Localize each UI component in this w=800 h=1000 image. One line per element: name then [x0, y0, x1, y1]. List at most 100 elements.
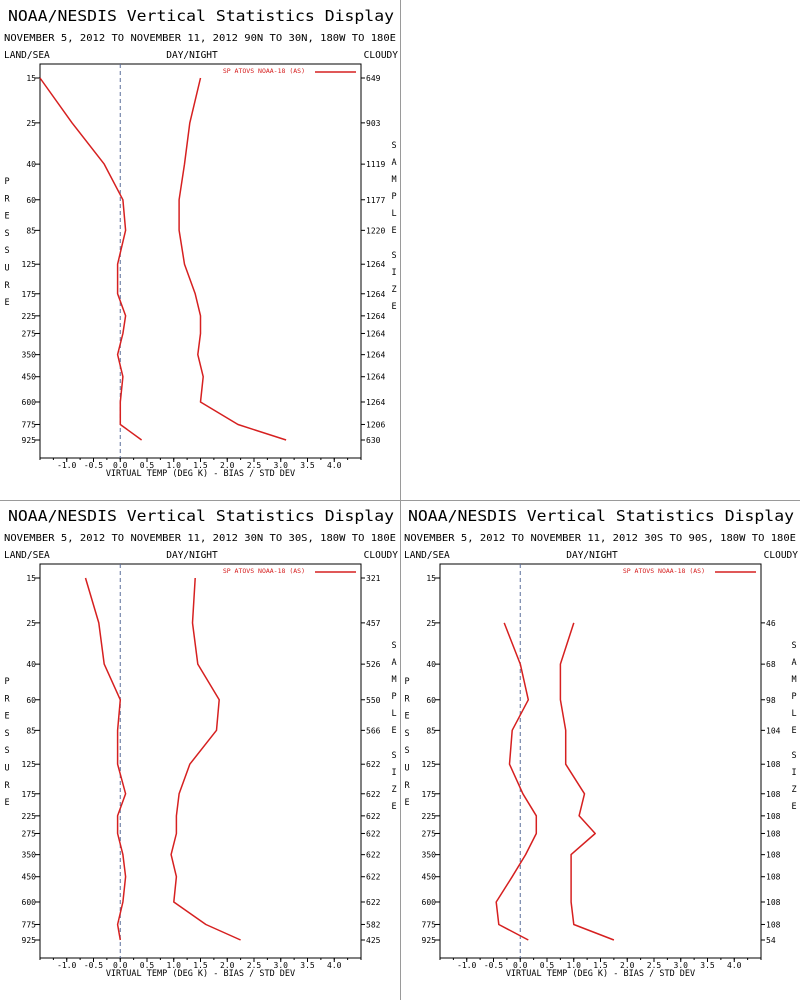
- x-tick-label: 3.0: [274, 961, 289, 970]
- sample-size-label: 550: [366, 696, 381, 705]
- sample-size-label: 1264: [366, 329, 385, 338]
- pressure-axis-letter: R: [4, 281, 10, 291]
- x-tick-label: 2.0: [220, 461, 235, 470]
- pressure-tick-label: 775: [22, 920, 37, 929]
- pressure-tick-label: 350: [22, 351, 37, 360]
- sample-size-label: 622: [366, 829, 381, 838]
- x-tick-label: -0.5: [84, 461, 103, 470]
- header-land-sea: LAND/SEA: [4, 550, 50, 561]
- sample-size-label: 1264: [366, 373, 385, 382]
- sample-size-axis-letter: A: [391, 658, 396, 668]
- chart-subtitle: NOVEMBER 5, 2012 TO NOVEMBER 11, 2012 90…: [4, 33, 396, 44]
- chart-panel-30s-90s: NOAA/NESDIS Vertical Statistics Display N…: [400, 500, 800, 1000]
- sample-size-axis-letter: I: [791, 768, 796, 778]
- x-tick-label: 3.5: [300, 961, 315, 970]
- x-tick-label: 0.0: [513, 961, 528, 970]
- pressure-tick-label: 85: [426, 726, 436, 735]
- sample-size-label: 649: [366, 74, 381, 83]
- x-tick-label: 0.5: [140, 461, 155, 470]
- sample-size-axis-letter: S: [791, 641, 796, 651]
- sample-size-label: 622: [366, 873, 381, 882]
- sample-size-axis-letter: P: [391, 692, 396, 702]
- sample-size-axis-letter: S: [391, 141, 396, 151]
- sample-size-axis-letter: Z: [391, 285, 396, 295]
- sample-size-label: 457: [366, 619, 381, 628]
- x-tick-label: 2.0: [620, 961, 635, 970]
- sample-size-axis-letter: P: [791, 692, 796, 702]
- x-tick-label: 3.5: [300, 461, 315, 470]
- header-land-sea: LAND/SEA: [4, 50, 50, 61]
- x-tick-label: 1.5: [193, 961, 208, 970]
- sample-size-axis-letter: A: [791, 658, 796, 668]
- pressure-tick-label: 775: [22, 420, 37, 429]
- pressure-tick-label: 450: [422, 873, 437, 882]
- sample-size-axis-letter: A: [391, 158, 396, 168]
- plot-frame: [439, 563, 762, 959]
- sample-size-label: 622: [366, 790, 381, 799]
- x-tick-label: 0.5: [140, 961, 155, 970]
- sample-size-axis-letter: M: [791, 675, 796, 685]
- pressure-tick-label: 125: [22, 260, 37, 269]
- sample-size-axis-letter: E: [391, 226, 396, 236]
- sample-size-label: 622: [366, 760, 381, 769]
- legend-label: SP ATOVS NOAA-18 (AS): [223, 67, 305, 75]
- x-tick-label: 1.5: [193, 461, 208, 470]
- x-tick-label: 1.5: [593, 961, 608, 970]
- pressure-tick-label: 925: [22, 936, 37, 945]
- pressure-axis-letter: R: [4, 194, 10, 204]
- sample-size-axis-letter: L: [391, 209, 396, 219]
- pressure-tick-label: 350: [22, 851, 37, 860]
- header-day-night: DAY/NIGHT: [166, 550, 218, 561]
- pressure-tick-label: 175: [422, 790, 437, 799]
- pressure-tick-label: 60: [26, 196, 36, 205]
- pressure-tick-label: 225: [22, 812, 37, 821]
- pressure-tick-label: 40: [26, 660, 36, 669]
- sample-size-label: 108: [766, 829, 781, 838]
- sample-size-label: 630: [366, 436, 381, 445]
- chart-title: NOAA/NESDIS Vertical Statistics Display: [8, 7, 394, 25]
- plot-frame: [39, 563, 362, 959]
- std-dev-series-line: [559, 622, 615, 941]
- sample-size-label: 903: [366, 119, 381, 128]
- panel-divider-horizontal: [0, 500, 800, 501]
- sample-size-label: 582: [366, 920, 381, 929]
- bias-series-line: [495, 622, 538, 941]
- pressure-tick-label: 225: [422, 812, 437, 821]
- sample-size-axis-letter: I: [391, 268, 396, 278]
- pressure-tick-label: 15: [26, 74, 36, 83]
- x-tick-label: -0.5: [484, 961, 503, 970]
- sample-size-label: 1264: [366, 260, 385, 269]
- sample-size-label: 566: [366, 726, 381, 735]
- pressure-axis-letter: E: [4, 298, 9, 308]
- pressure-tick-label: 15: [26, 574, 36, 583]
- x-tick-label: -1.0: [457, 961, 476, 970]
- header-day-night: DAY/NIGHT: [166, 50, 218, 61]
- sample-size-label: 1220: [366, 226, 385, 235]
- sample-size-label: 108: [766, 920, 781, 929]
- pressure-axis-letter: E: [4, 712, 9, 722]
- pressure-axis-letter: P: [4, 677, 9, 687]
- sample-size-axis-letter: M: [391, 175, 396, 185]
- x-tick-label: 1.0: [167, 961, 182, 970]
- pressure-tick-label: 600: [422, 898, 437, 907]
- sample-size-label: 1264: [366, 398, 385, 407]
- x-tick-label: -1.0: [57, 961, 76, 970]
- pressure-axis-letter: S: [4, 729, 9, 739]
- x-tick-label: 1.0: [167, 461, 182, 470]
- sample-size-label: 104: [766, 726, 781, 735]
- pressure-tick-label: 275: [422, 829, 437, 838]
- sample-size-axis-letter: E: [391, 726, 396, 736]
- x-tick-label: 3.0: [674, 961, 689, 970]
- sample-size-label: 1264: [366, 351, 385, 360]
- pressure-axis-letter: E: [404, 712, 409, 722]
- sample-size-label: 1264: [366, 312, 385, 321]
- x-axis-label: VIRTUAL TEMP (DEG K) - BIAS / STD DEV: [106, 969, 295, 979]
- vertical-stats-chart: NOAA/NESDIS Vertical Statistics Display N…: [4, 7, 398, 479]
- sample-size-label: 622: [366, 898, 381, 907]
- x-tick-label: -0.5: [84, 961, 103, 970]
- pressure-tick-label: 225: [22, 312, 37, 321]
- pressure-tick-label: 60: [26, 696, 36, 705]
- x-tick-label: 2.0: [220, 961, 235, 970]
- pressure-axis-letter: U: [404, 764, 409, 774]
- sample-size-axis-letter: Z: [391, 785, 396, 795]
